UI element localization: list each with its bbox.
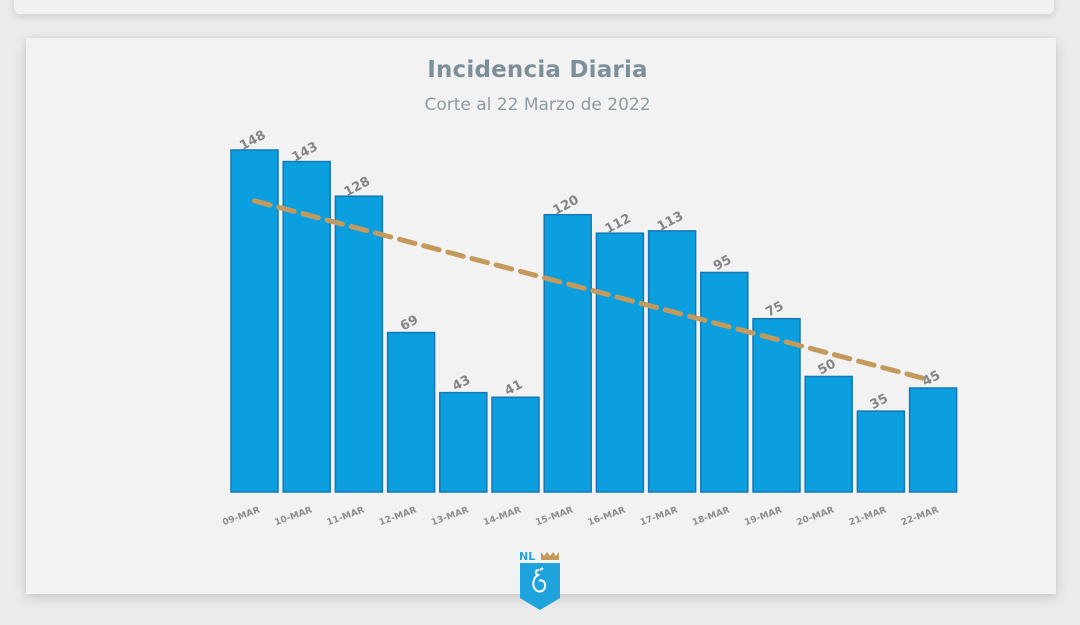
bar-13-mar [439, 391, 488, 493]
data-label: 75 [763, 299, 786, 321]
bar-19-mar [752, 317, 801, 493]
x-tick-label: 16-MAR [587, 505, 627, 528]
x-tick-label: 09-MAR [221, 505, 261, 528]
bar-14-mar [491, 396, 540, 493]
data-label: 35 [868, 391, 891, 413]
x-tick-label: 15-MAR [535, 505, 575, 528]
x-tick-label: 13-MAR [430, 505, 470, 528]
x-tick-label: 18-MAR [691, 505, 731, 528]
crown-icon [541, 552, 559, 560]
data-label: 50 [816, 356, 839, 378]
chart-subtitle: Corte al 22 Marzo de 2022 [424, 95, 651, 115]
data-label: 45 [920, 368, 943, 390]
x-tick-label: 11-MAR [326, 505, 366, 528]
trendline [252, 198, 928, 382]
shield-icon [520, 563, 560, 610]
bar-11-mar [334, 195, 384, 493]
x-tick-label: 17-MAR [639, 505, 679, 528]
bar-16-mar [595, 232, 645, 493]
x-tick-labels-group: 09-MAR 10-MAR 11-MAR 12-MAR 13-MAR 14-MAR 15-M… [221, 505, 940, 528]
x-tick-label: 10-MAR [274, 505, 314, 528]
data-label: 69 [398, 313, 421, 335]
bar-22-mar [908, 387, 958, 493]
data-label: 43 [450, 373, 473, 395]
lion-emblem-icon [532, 567, 547, 593]
nuevo-leon-logo-icon: NL [519, 550, 560, 610]
x-tick-label: 19-MAR [743, 505, 783, 528]
bar-21-mar [856, 410, 906, 493]
chart-card [26, 38, 1056, 594]
x-tick-label: 12-MAR [378, 505, 418, 528]
trendline-group [252, 198, 928, 382]
bar-20-mar [804, 375, 853, 493]
x-tick-label: 20-MAR [796, 505, 836, 528]
bar-18-mar [700, 271, 749, 493]
x-tick-label: 21-MAR [848, 505, 888, 528]
bar-15-mar [543, 213, 592, 493]
data-label: 95 [711, 253, 734, 275]
x-tick-label: 14-MAR [482, 505, 522, 528]
previous-card-edge [14, 0, 1054, 14]
bar-17-mar [647, 230, 697, 493]
chart-title: Incidencia Diaria [427, 57, 648, 83]
bar-12-mar [386, 331, 436, 493]
logo-text: NL [519, 550, 535, 563]
bars-group [230, 149, 958, 493]
data-label: 41 [502, 377, 525, 399]
x-tick-label: 22-MAR [900, 505, 940, 528]
